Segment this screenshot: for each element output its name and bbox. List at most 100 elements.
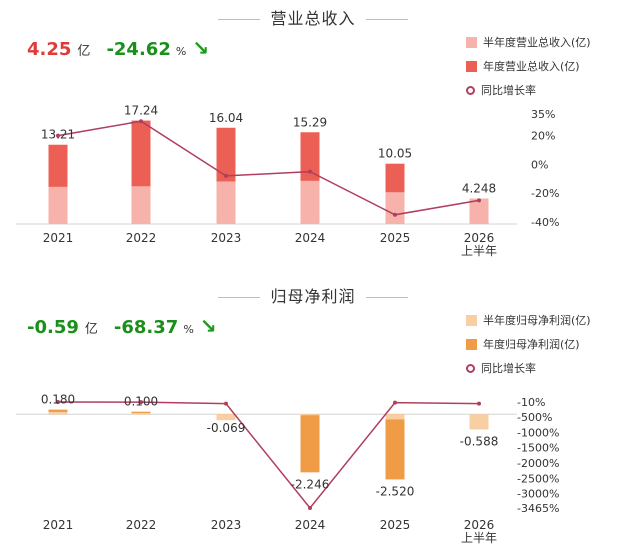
right-axis-tick: -3465% (517, 502, 559, 515)
legend-label: 半年度营业总收入(亿) (483, 36, 591, 49)
right-axis-tick: -20% (531, 187, 559, 200)
profit-kpi-value: -0.59 (27, 317, 79, 338)
bar-half-year (131, 412, 151, 415)
right-axis-tick: 35% (531, 108, 555, 121)
growth-point (308, 169, 312, 174)
legend-swatch (466, 314, 477, 326)
x-tick-label: 2023 (211, 231, 242, 245)
growth-point (477, 198, 481, 203)
profit-panel: 0.180 0.100 -0.069 -2.246 -2.520 -0.588 2021 20… (0, 278, 626, 556)
x-tick-label: 2021 (43, 231, 74, 245)
legend-label: 年度营业总收入(亿) (483, 60, 580, 73)
x-tick-label: 2026 (464, 231, 495, 245)
growth-point (56, 400, 60, 404)
x-tick-label: 2021 (43, 518, 74, 532)
x-tick-label: 2022 (126, 518, 157, 532)
growth-point (393, 212, 397, 217)
legend-ring-icon (466, 363, 475, 373)
bar-half-year (216, 414, 236, 421)
legend-label: 同比增长率 (481, 362, 536, 375)
revenue-kpi-value: 4.25 (27, 39, 72, 60)
right-axis-tick: -2500% (517, 472, 559, 485)
revenue-kpi-pct: % (175, 45, 187, 58)
revenue-chart: 13.21 17.24 16.04 15.29 10.05 4.248 2021 2022 20… (16, 104, 559, 258)
profit-title: 归母净利润 (270, 287, 356, 306)
legend-label: 同比增长率 (481, 84, 536, 97)
bar-half-year (216, 181, 236, 224)
data-label: 0.180 (41, 393, 75, 407)
x-tick-label: 2025 (380, 231, 411, 245)
revenue-title: 营业总收入 (270, 9, 356, 28)
growth-point (224, 173, 228, 178)
data-label: 4.248 (462, 182, 496, 196)
x-tick-label: 2024 (295, 231, 326, 245)
legend-swatch (466, 338, 477, 350)
legend-swatch (466, 60, 477, 72)
down-arrow-icon: ↘ (192, 36, 210, 60)
data-label: 15.29 (293, 115, 327, 129)
right-axis-tick: -2000% (517, 457, 559, 470)
legend-item: 同比增长率 (466, 356, 591, 380)
growth-line (57, 120, 480, 216)
growth-point (224, 401, 228, 406)
bar-annual (385, 414, 405, 480)
profit-kpi: -0.59 亿 -68.37% ↘ (27, 314, 217, 338)
data-label: -2.520 (376, 484, 415, 498)
right-axis-tick: -10% (517, 396, 545, 409)
legend-swatch (466, 36, 477, 48)
right-axis-tick: 20% (531, 130, 555, 143)
x-tick-label: 2023 (211, 518, 242, 532)
data-label: -2.246 (291, 477, 330, 491)
data-label: -0.069 (207, 421, 246, 435)
profit-chart: 0.180 0.100 -0.069 -2.246 -2.520 -0.588 2021 20… (16, 393, 559, 545)
right-axis-tick: -1000% (517, 426, 559, 439)
data-label: 16.04 (209, 111, 243, 125)
revenue-panel: 13.21 17.24 16.04 15.29 10.05 4.248 2021 2022 20… (0, 5, 626, 258)
data-label: 10.05 (378, 147, 412, 161)
legend-item: 半年度归母净利润(亿) (466, 308, 591, 332)
revenue-kpi-change: -24.62 (106, 39, 171, 60)
growth-point (139, 119, 143, 124)
legend-item: 年度归母净利润(亿) (466, 332, 591, 356)
right-axis-tick: 0% (531, 158, 548, 171)
bar-half-year (48, 186, 68, 224)
revenue-kpi: 4.25 亿 -24.62% ↘ (27, 36, 209, 60)
right-axis-tick: -40% (531, 216, 559, 229)
profit-legend: 半年度归母净利润(亿) 年度归母净利润(亿) 同比增长率 (466, 308, 591, 380)
bar-half-year (131, 186, 151, 224)
legend-item: 年度营业总收入(亿) (466, 54, 591, 78)
profit-title-row: 归母净利润 (0, 283, 626, 307)
down-arrow-icon: ↘ (199, 314, 217, 338)
x-tick-label: 上半年 (461, 244, 497, 258)
growth-point (393, 400, 397, 405)
data-label: 13.21 (41, 128, 75, 142)
x-tick-label: 2026 (464, 518, 495, 532)
growth-point (477, 401, 481, 406)
right-axis-tick: -1500% (517, 442, 559, 455)
bar-half-year (469, 198, 489, 224)
x-tick-label: 2025 (380, 518, 411, 532)
bar-half-year (385, 192, 405, 224)
profit-kpi-pct: % (183, 323, 194, 336)
data-label: 0.100 (124, 395, 158, 409)
x-tick-label: 2024 (295, 518, 326, 532)
growth-line (57, 401, 480, 510)
revenue-legend: 半年度营业总收入(亿) 年度营业总收入(亿) 同比增长率 (466, 30, 591, 102)
profit-kpi-unit: 亿 (84, 322, 98, 337)
right-axis-tick: -500% (517, 411, 552, 424)
revenue-kpi-unit: 亿 (77, 44, 91, 59)
legend-item: 同比增长率 (466, 78, 591, 102)
data-label: -0.588 (460, 434, 499, 448)
growth-point (56, 133, 60, 138)
profit-kpi-change: -68.37 (113, 317, 179, 338)
right-axis-tick: -3000% (517, 488, 559, 501)
x-tick-label: 2022 (126, 231, 157, 245)
revenue-title-row: 营业总收入 (0, 5, 626, 29)
bar-half-year (385, 414, 405, 420)
growth-point (308, 506, 312, 510)
bar-half-year (48, 411, 68, 415)
legend-label: 年度归母净利润(亿) (483, 338, 580, 351)
growth-point (139, 400, 143, 405)
legend-ring-icon (466, 85, 475, 95)
legend-item: 半年度营业总收入(亿) (466, 30, 591, 54)
